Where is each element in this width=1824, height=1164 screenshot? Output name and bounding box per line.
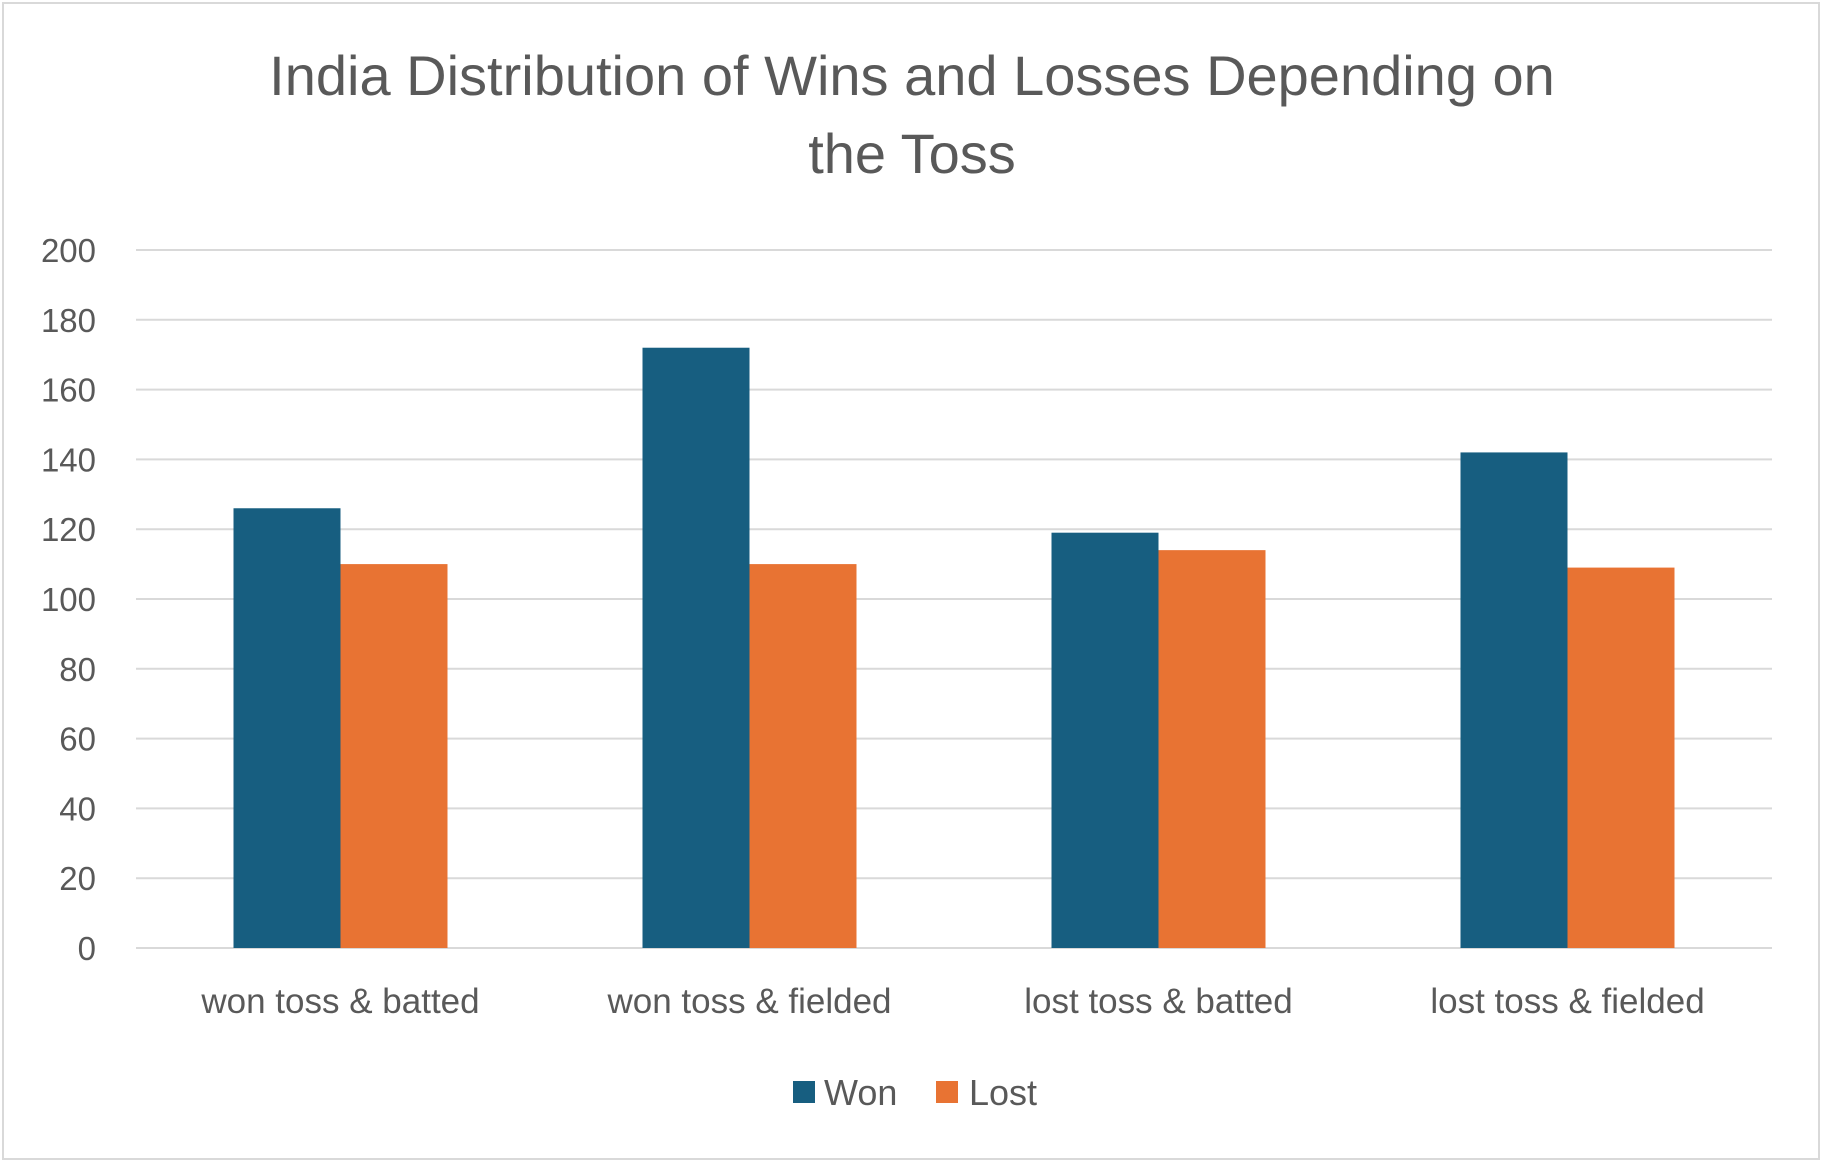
- chart-title-line-2: the Toss: [808, 122, 1016, 185]
- y-tick-label: 40: [59, 790, 96, 827]
- y-tick-label: 180: [41, 302, 96, 339]
- y-tick-label: 120: [41, 511, 96, 548]
- bar-lost-2: [749, 564, 857, 948]
- y-tick-label: 140: [41, 441, 96, 478]
- x-category-label: lost toss & batted: [1024, 982, 1292, 1021]
- legend-swatch-won: [793, 1081, 815, 1103]
- bar-won-3: [1051, 532, 1159, 948]
- bar-won-4: [1460, 452, 1568, 948]
- bars: [233, 347, 1675, 949]
- legend-label-won: Won: [824, 1072, 897, 1113]
- x-category-label: lost toss & fielded: [1430, 982, 1704, 1021]
- y-tick-label: 0: [78, 930, 96, 967]
- bar-lost-1: [340, 564, 448, 948]
- y-tick-label: 100: [41, 581, 96, 618]
- legend: Won Lost: [793, 1072, 1037, 1113]
- chart-title-line-1: India Distribution of Wins and Losses De…: [269, 44, 1555, 107]
- x-axis-category-labels: won toss & batted won toss & fielded lost …: [200, 982, 1704, 1021]
- legend-swatch-lost: [936, 1081, 958, 1103]
- legend-label-lost: Lost: [969, 1072, 1037, 1113]
- y-tick-label: 160: [41, 372, 96, 409]
- bar-lost-4: [1567, 567, 1675, 948]
- y-axis-tick-labels: 0 20 40 60 80 100 120 140 160 180 200: [41, 232, 96, 967]
- x-category-label: won toss & fielded: [606, 982, 891, 1021]
- y-tick-label: 200: [41, 232, 96, 269]
- y-tick-label: 60: [59, 721, 96, 758]
- chart-title: India Distribution of Wins and Losses De…: [269, 44, 1555, 185]
- bar-won-2: [642, 347, 750, 949]
- y-tick-label: 20: [59, 860, 96, 897]
- y-tick-label: 80: [59, 651, 96, 688]
- bar-won-1: [233, 508, 341, 948]
- x-category-label: won toss & batted: [200, 982, 479, 1021]
- bar-lost-3: [1158, 550, 1266, 948]
